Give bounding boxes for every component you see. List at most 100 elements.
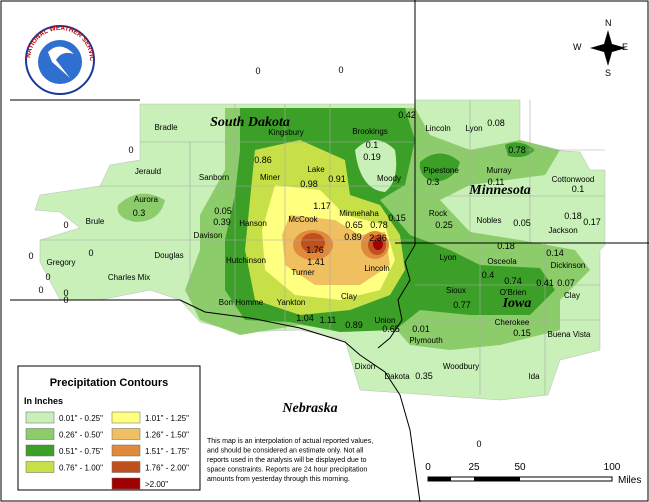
county-label: Lyon xyxy=(465,124,482,133)
reading: 0 xyxy=(28,251,33,261)
county-label: Miner xyxy=(260,173,280,182)
legend-items: 0.01" - 0.25" 0.26" - 0.50" 0.51" - 0.75" 0… xyxy=(25,411,189,490)
compass-s: S xyxy=(605,68,611,78)
note-line: and should be considered an estimate onl… xyxy=(207,448,364,455)
contours xyxy=(117,108,590,350)
county-label: Woodbury xyxy=(443,362,479,371)
county-label: Hanson xyxy=(239,219,267,228)
reading: 0.65 xyxy=(382,324,400,334)
county-label: Pipestone xyxy=(423,166,459,175)
reading: 0.4 xyxy=(482,270,495,280)
county-label: Aurora xyxy=(134,195,159,204)
reading: 0.07 xyxy=(557,278,575,288)
county-label: Davison xyxy=(194,231,223,240)
county-label: Lincoln xyxy=(425,124,450,133)
reading: 0.74 xyxy=(504,276,522,286)
legend-label: 1.26" - 1.50" xyxy=(145,431,189,440)
reading: 0.3 xyxy=(427,177,440,187)
reading: 0.05 xyxy=(214,206,232,216)
scale-unit: Miles xyxy=(618,475,641,486)
reading: 1.17 xyxy=(313,201,331,211)
contour xyxy=(117,193,165,222)
state-borders xyxy=(10,0,649,502)
reading: 0.15 xyxy=(388,213,406,223)
compass: N W E S xyxy=(573,18,628,78)
legend-swatch xyxy=(25,444,55,457)
county-label: Dickinson xyxy=(551,261,586,270)
reading: 0.98 xyxy=(300,179,318,189)
scale-bar: 0 25 50 100 Miles xyxy=(425,462,641,486)
legend-label: 1.51" - 1.75" xyxy=(145,447,189,456)
note-line: space constraints. Reports are 24 hour p… xyxy=(207,467,367,474)
county-label: Dakota xyxy=(384,372,410,381)
county-label: Sanborn xyxy=(199,173,229,182)
note: This map is an interpolation of actual r… xyxy=(207,438,373,483)
county-label: Hutchinson xyxy=(226,256,266,265)
county-label: Lincoln xyxy=(364,264,389,273)
county-label: Gregory xyxy=(47,258,76,267)
note-line: reports used in the analysis will be dis… xyxy=(207,457,367,464)
scale-label: 100 xyxy=(604,462,621,473)
reading: 0.89 xyxy=(344,232,362,242)
county-label: Clay xyxy=(564,291,580,300)
contour xyxy=(355,140,397,192)
logo-bolt xyxy=(48,46,74,78)
legend-swatch xyxy=(25,411,55,424)
reading: 0.41 xyxy=(536,278,554,288)
county-label: Jackson xyxy=(548,226,577,235)
compass-w: W xyxy=(573,42,582,52)
legend-label: 0.76" - 1.00" xyxy=(59,464,103,473)
reading: 0 xyxy=(63,220,68,230)
legend-swatch xyxy=(25,428,55,440)
reading: 0.18 xyxy=(564,211,582,221)
county-label: Charles Mix xyxy=(108,273,150,282)
county-label: Lyon xyxy=(439,253,456,262)
note-line: This map is an interpolation of actual r… xyxy=(207,438,373,445)
reading: 0.77 xyxy=(453,300,471,310)
reading: 0.89 xyxy=(345,320,363,330)
legend-title: Precipitation Contours xyxy=(50,377,169,389)
county-label: Murray xyxy=(487,166,512,175)
reading: 0 xyxy=(338,65,343,75)
legend: Precipitation Contours In Inches 0.01" -… xyxy=(17,365,201,491)
reading: 0.05 xyxy=(513,218,531,228)
reading: 0.65 xyxy=(345,220,363,230)
county-label: Bradle xyxy=(154,123,178,132)
county-label: Cherokee xyxy=(495,318,530,327)
legend-swatch xyxy=(111,461,141,473)
reading: 0 xyxy=(45,272,50,282)
legend-label: >2.00" xyxy=(145,480,168,489)
county-label: Brule xyxy=(86,217,105,226)
logo: NATIONAL WEATHER SERVICE xyxy=(0,0,95,95)
reading: 0.86 xyxy=(254,155,272,165)
reading: 0 xyxy=(63,295,68,305)
reading: 0.39 xyxy=(213,217,231,227)
reading: 0.25 xyxy=(435,220,453,230)
reading: 0.08 xyxy=(487,118,505,128)
contour xyxy=(373,238,383,250)
county-label: Cottonwood xyxy=(552,175,595,184)
reading: 2.36 xyxy=(369,233,387,243)
reading: 1.41 xyxy=(307,257,325,267)
reading: 0 xyxy=(63,288,68,298)
county-label: Lake xyxy=(307,165,325,174)
reading: 0.01 xyxy=(412,324,430,334)
reading: 0 xyxy=(88,248,93,258)
logo-disc xyxy=(38,40,82,84)
scale-seg xyxy=(428,477,451,481)
reading: 0.15 xyxy=(513,328,531,338)
county-label: Union xyxy=(375,316,396,325)
county-label: Sioux xyxy=(446,286,466,295)
state-label: South Dakota xyxy=(210,115,290,130)
reading: 0.42 xyxy=(398,110,416,120)
county-label: Plymouth xyxy=(409,336,442,345)
county-label: Douglas xyxy=(154,251,183,260)
county-label: Brookings xyxy=(352,127,388,136)
county-label: Nobles xyxy=(477,216,502,225)
reading: 0.17 xyxy=(583,217,601,227)
scale-label: 0 xyxy=(425,462,431,473)
legend-label: 1.76" - 2.00" xyxy=(145,464,189,473)
reading: 0.18 xyxy=(497,241,515,251)
note-line: amounts from yesterday through this morn… xyxy=(207,476,350,483)
reading: 1.76 xyxy=(306,245,324,255)
